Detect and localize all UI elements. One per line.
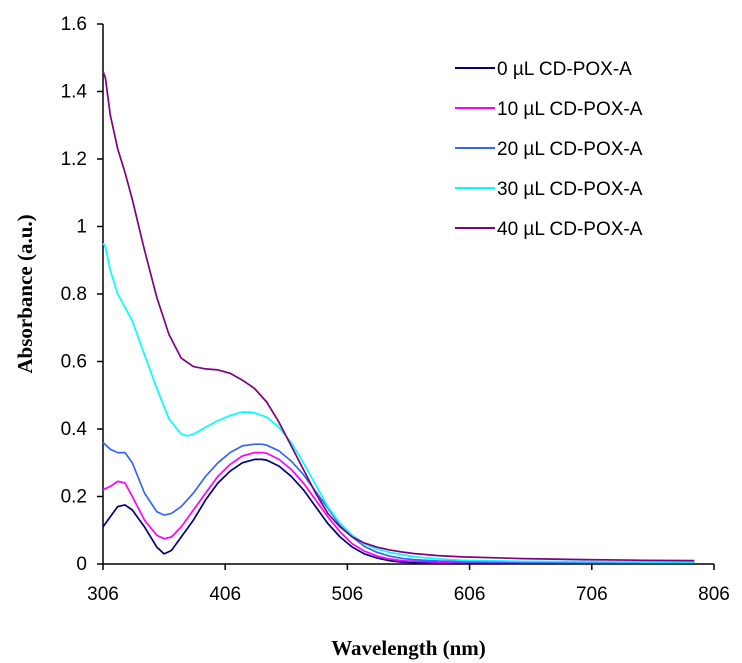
y-tick-label: 1	[76, 217, 87, 238]
x-axis-title: Wavelength (nm)	[331, 636, 486, 660]
series-lines	[102, 71, 695, 565]
legend-label: 20 µL CD-POX-A	[497, 139, 643, 160]
series-line-0	[102, 458, 695, 565]
legend-label: 40 µL CD-POX-A	[497, 219, 643, 240]
legend-item: 10 µL CD-POX-A	[455, 99, 643, 120]
x-tick-label: 606	[454, 584, 486, 605]
legend-item: 30 µL CD-POX-A	[455, 179, 643, 200]
y-tick-label: 0.2	[61, 487, 87, 508]
y-tick-label: 0.4	[61, 419, 88, 440]
x-tick-label: 706	[576, 584, 608, 605]
y-tick-label: 0.8	[61, 284, 87, 305]
y-tick-label: 1.4	[61, 82, 88, 103]
legend-label: 0 µL CD-POX-A	[497, 59, 632, 80]
series-line-2	[102, 441, 695, 563]
series-line-1	[102, 451, 695, 564]
x-axis-ticks: 306 406 506 606 706 806	[87, 564, 730, 605]
legend-item: 40 µL CD-POX-A	[455, 219, 643, 240]
legend-label: 30 µL CD-POX-A	[497, 179, 643, 200]
series-line-4	[102, 71, 695, 562]
x-tick-label: 506	[332, 584, 364, 605]
y-tick-label: 1.6	[61, 14, 87, 35]
y-tick-label: 1.2	[61, 149, 87, 170]
x-tick-label: 306	[87, 584, 119, 605]
legend: 0 µL CD-POX-A 10 µL CD-POX-A 20 µL CD-POX-…	[455, 59, 643, 240]
series-line-3	[102, 242, 695, 563]
y-tick-label: 0	[76, 554, 87, 575]
x-tick-label: 406	[209, 584, 241, 605]
legend-label: 10 µL CD-POX-A	[497, 99, 643, 120]
legend-item: 20 µL CD-POX-A	[455, 139, 643, 160]
legend-item: 0 µL CD-POX-A	[455, 59, 632, 80]
y-tick-label: 0.6	[61, 352, 87, 373]
y-axis-title: Absorbance (a.u.)	[13, 214, 37, 373]
y-axis-ticks: 0 0.2 0.4 0.6 0.8 1 1.2 1.4 1.6	[61, 14, 103, 575]
x-tick-label: 806	[698, 584, 730, 605]
